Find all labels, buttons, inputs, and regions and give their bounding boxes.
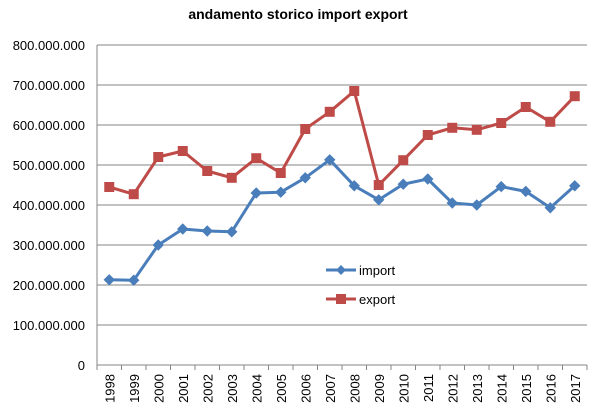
x-tick-label: 2017 — [568, 374, 583, 403]
data-point-export — [373, 180, 384, 190]
data-point-import — [152, 239, 164, 251]
data-point-export — [226, 172, 237, 183]
x-tick-label: 2003 — [225, 374, 240, 403]
data-point-export — [569, 91, 580, 102]
data-point-export — [324, 106, 335, 117]
y-tick-label: 600.000.000 — [13, 118, 85, 133]
data-point-import — [177, 223, 189, 235]
data-point-import — [373, 194, 385, 206]
data-point-export — [496, 118, 507, 128]
data-point-import — [275, 186, 287, 198]
series-line-import — [109, 158, 576, 282]
data-point-export — [275, 168, 286, 178]
data-point-import — [544, 202, 556, 214]
data-point-export — [447, 122, 458, 133]
data-point-import — [569, 180, 581, 192]
chart-title: andamento storico import export — [188, 6, 408, 22]
data-point-import — [471, 199, 483, 211]
data-point-import — [520, 185, 532, 198]
y-tick-label: 800.000.000 — [13, 38, 85, 53]
data-point-import — [201, 225, 213, 237]
data-point-export — [349, 86, 360, 96]
series-line-export — [108, 89, 576, 196]
y-tick-label: 400.000.000 — [13, 198, 85, 213]
legend-label-import: import — [359, 263, 396, 278]
data-point-export — [545, 116, 556, 127]
data-point-export — [128, 189, 139, 200]
data-point-export — [471, 124, 482, 135]
y-tick-label: 100.000.000 — [13, 318, 85, 333]
data-point-import — [299, 172, 311, 184]
x-tick-label: 2009 — [372, 374, 387, 403]
data-point-import — [324, 154, 336, 166]
data-point-import — [128, 274, 140, 286]
x-tick-label: 2011 — [421, 374, 436, 402]
data-point-export — [251, 153, 262, 164]
x-tick-label: 2008 — [347, 374, 362, 403]
data-point-import — [397, 178, 409, 190]
x-tick-label: 2004 — [249, 374, 264, 403]
x-tick-label: 2014 — [494, 374, 509, 403]
data-point-import — [103, 274, 115, 286]
y-tick-label: 500.000.000 — [13, 158, 85, 173]
data-point-import — [348, 180, 360, 192]
x-tick-label: 2015 — [519, 374, 534, 403]
x-tick-label: 2012 — [445, 374, 460, 403]
x-tick-label: 1998 — [102, 374, 117, 403]
data-point-import — [422, 173, 434, 185]
data-point-import — [495, 180, 507, 193]
y-tick-label: 700.000.000 — [13, 78, 85, 93]
legend-label-export: export — [359, 292, 396, 307]
data-point-export — [104, 182, 115, 192]
y-tick-label: 200.000.000 — [13, 278, 85, 293]
data-point-export — [422, 130, 433, 140]
data-point-export — [202, 166, 213, 176]
data-point-import — [226, 226, 238, 238]
data-point-export — [398, 155, 409, 166]
x-tick-label: 2013 — [470, 374, 485, 403]
data-point-export — [177, 146, 188, 156]
x-tick-label: 1999 — [127, 374, 142, 403]
data-point-export — [520, 102, 531, 112]
x-tick-label: 2001 — [176, 374, 191, 403]
legend-marker-import — [336, 265, 346, 275]
data-point-import — [446, 197, 458, 209]
x-tick-label: 2010 — [396, 374, 411, 403]
x-tick-label: 2006 — [298, 374, 313, 403]
x-tick-label: 2005 — [274, 374, 289, 403]
data-point-export — [300, 124, 311, 134]
data-point-export — [153, 152, 164, 162]
x-tick-label: 2007 — [323, 374, 338, 403]
y-tick-label: 0 — [78, 358, 85, 373]
x-tick-label: 2002 — [200, 374, 215, 403]
legend-marker-export — [336, 294, 346, 304]
y-tick-label: 300.000.000 — [13, 238, 85, 253]
data-point-import — [250, 187, 262, 199]
x-tick-label: 2016 — [543, 374, 558, 403]
x-tick-label: 2000 — [151, 374, 166, 403]
